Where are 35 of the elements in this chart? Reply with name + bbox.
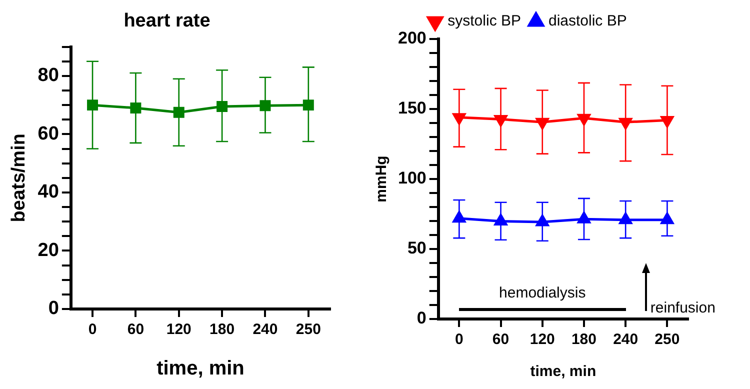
y-tick-label: 20 bbox=[38, 240, 59, 261]
legend-label: diastolic BP bbox=[548, 12, 627, 30]
y-tick-label: 50 bbox=[407, 238, 426, 258]
annotation: reinfusion bbox=[650, 300, 716, 317]
annotation: hemodialysis bbox=[499, 284, 586, 302]
y-axis-title: beats/min bbox=[8, 134, 30, 222]
point bbox=[578, 114, 590, 126]
x-tick-label: 180 bbox=[571, 331, 596, 348]
x-tick-label: 60 bbox=[492, 331, 510, 348]
legend-label: systolic BP bbox=[448, 12, 521, 30]
y-tick-label: 200 bbox=[398, 28, 426, 48]
y-tick-label: 150 bbox=[398, 98, 426, 118]
point bbox=[452, 113, 466, 125]
x-tick-label: 0 bbox=[88, 321, 97, 338]
y-tick-label: 0 bbox=[48, 298, 59, 320]
x-tick-label: 240 bbox=[613, 331, 638, 348]
y-tick-label: 80 bbox=[38, 65, 59, 86]
x-axis-title: time, min bbox=[530, 363, 596, 380]
chart-title: heart rate bbox=[124, 10, 210, 32]
point bbox=[619, 118, 632, 130]
point bbox=[619, 212, 632, 224]
x-tick-label: 250 bbox=[654, 331, 680, 348]
y-tick-label: 40 bbox=[38, 182, 59, 203]
x-tick-label: 250 bbox=[296, 321, 321, 338]
x-tick-label: 60 bbox=[127, 321, 144, 338]
x-tick-label: 180 bbox=[210, 321, 235, 338]
x-tick-label: 120 bbox=[166, 321, 192, 338]
x-tick-label: 0 bbox=[454, 331, 464, 348]
point bbox=[578, 212, 590, 224]
x-tick-label: 120 bbox=[530, 331, 555, 348]
x-tick-label: 240 bbox=[252, 321, 278, 338]
x-axis-title: time, min bbox=[156, 358, 244, 380]
y-tick-label: 100 bbox=[398, 168, 426, 188]
y-axis-title: mmHg bbox=[373, 156, 390, 202]
y-tick-label: 60 bbox=[38, 123, 59, 144]
